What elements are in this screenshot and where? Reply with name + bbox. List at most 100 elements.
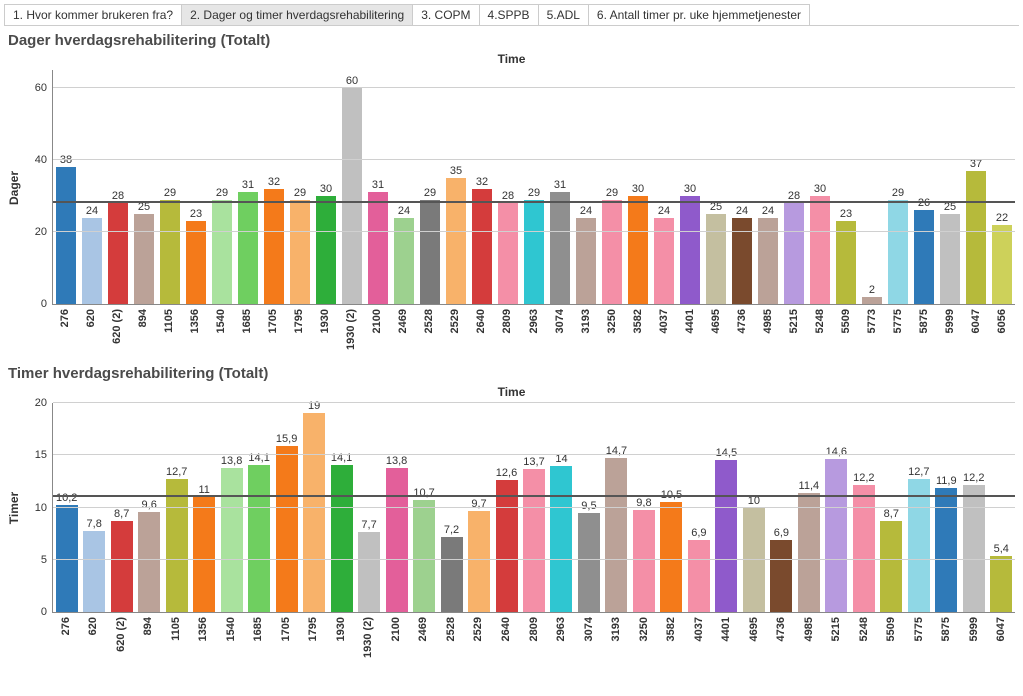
bar-value-label: 24 xyxy=(762,205,774,218)
bar[interactable]: 29 xyxy=(602,200,623,304)
bar[interactable]: 31 xyxy=(238,192,259,304)
bar[interactable]: 19 xyxy=(303,413,325,612)
x-tick-label: 4736 xyxy=(736,309,748,333)
y-tick-label: 5 xyxy=(41,554,53,566)
x-tick-label: 3193 xyxy=(580,309,592,333)
bar[interactable]: 23 xyxy=(836,221,857,304)
bar[interactable]: 12,6 xyxy=(496,480,518,612)
tab-1[interactable]: 2. Dager og timer hverdagsrehabilitering xyxy=(181,4,413,25)
bar[interactable]: 32 xyxy=(264,189,285,304)
bar[interactable]: 28 xyxy=(784,203,805,304)
bar[interactable]: 14,5 xyxy=(715,460,737,612)
tab-0[interactable]: 1. Hvor kommer brukeren fra? xyxy=(4,4,182,25)
bar[interactable]: 28 xyxy=(498,203,519,304)
bar[interactable]: 7,2 xyxy=(441,537,463,612)
bar[interactable]: 32 xyxy=(472,189,493,304)
bar[interactable]: 12,7 xyxy=(908,479,930,612)
bar-value-label: 12,2 xyxy=(963,472,984,485)
bar[interactable]: 13,8 xyxy=(386,468,408,612)
tab-5[interactable]: 6. Antall timer pr. uke hjemmetjenester xyxy=(588,4,810,25)
bar[interactable]: 30 xyxy=(628,196,649,304)
bar[interactable]: 12,2 xyxy=(963,485,985,612)
bar-value-label: 31 xyxy=(372,179,384,192)
y-tick-label: 0 xyxy=(41,606,53,618)
bar[interactable]: 26 xyxy=(914,210,935,304)
x-tick-label: 5509 xyxy=(840,309,852,333)
x-tick-label: 4401 xyxy=(684,309,696,333)
bar[interactable]: 6,9 xyxy=(688,540,710,612)
bar[interactable]: 7,7 xyxy=(358,532,380,612)
bar[interactable]: 25 xyxy=(706,214,727,304)
bar[interactable]: 14,1 xyxy=(248,465,270,612)
bar[interactable]: 13,8 xyxy=(221,468,243,612)
bar-value-label: 30 xyxy=(320,183,332,196)
bar[interactable]: 38 xyxy=(56,167,77,304)
bar[interactable]: 7,8 xyxy=(83,531,105,613)
bar[interactable]: 9,8 xyxy=(633,510,655,612)
bar[interactable]: 14,6 xyxy=(825,459,847,612)
bar[interactable]: 31 xyxy=(368,192,389,304)
bar[interactable]: 8,7 xyxy=(111,521,133,612)
bar[interactable]: 30 xyxy=(680,196,701,304)
bar[interactable]: 9,7 xyxy=(468,511,490,612)
x-tick-label: 1795 xyxy=(307,617,319,641)
x-tick-label: 2963 xyxy=(555,617,567,641)
gridline xyxy=(53,559,1015,560)
bar[interactable]: 29 xyxy=(160,200,181,304)
bar[interactable]: 11 xyxy=(193,497,215,612)
bar[interactable]: 12,7 xyxy=(166,479,188,612)
bar[interactable]: 29 xyxy=(420,200,441,304)
bar[interactable]: 11,4 xyxy=(798,493,820,612)
bar[interactable]: 9,6 xyxy=(138,512,160,612)
bar-value-label: 24 xyxy=(398,205,410,218)
bar[interactable]: 28 xyxy=(108,203,129,304)
bar[interactable]: 10,7 xyxy=(413,500,435,612)
bar[interactable]: 25 xyxy=(134,214,155,304)
x-tick-label: 5875 xyxy=(940,617,952,641)
bar[interactable]: 29 xyxy=(888,200,909,304)
bar[interactable]: 5,4 xyxy=(990,556,1012,612)
bar[interactable]: 10 xyxy=(743,508,765,613)
x-tick-label: 2100 xyxy=(371,309,383,333)
x-tick-label: 1930 (2) xyxy=(362,617,374,658)
bar[interactable]: 31 xyxy=(550,192,571,304)
bar[interactable]: 10,5 xyxy=(660,502,682,612)
tab-3[interactable]: 4.SPPB xyxy=(479,4,539,25)
bar-value-label: 29 xyxy=(294,187,306,200)
tab-4[interactable]: 5.ADL xyxy=(538,4,589,25)
bar[interactable]: 29 xyxy=(212,200,233,304)
x-tick-label: 620 (2) xyxy=(111,309,123,344)
tab-2[interactable]: 3. COPM xyxy=(412,4,479,25)
bar[interactable]: 37 xyxy=(966,171,987,304)
bar[interactable]: 60 xyxy=(342,88,363,304)
bar[interactable]: 35 xyxy=(446,178,467,304)
bar[interactable]: 14 xyxy=(550,466,572,612)
bar[interactable]: 25 xyxy=(940,214,961,304)
x-tick-label: 5215 xyxy=(788,309,800,333)
x-tick-label: 2528 xyxy=(445,617,457,641)
chart2-y-axis-title: Timer xyxy=(7,492,21,524)
bar[interactable]: 13,7 xyxy=(523,469,545,612)
bar[interactable]: 9,5 xyxy=(578,513,600,612)
bar[interactable]: 29 xyxy=(290,200,311,304)
bar[interactable]: 14,7 xyxy=(605,458,627,612)
bar-value-label: 24 xyxy=(658,205,670,218)
chart1-bars: 3824282529232931322930603124293532282931… xyxy=(53,70,1015,304)
bar[interactable]: 23 xyxy=(186,221,207,304)
x-tick-label: 5773 xyxy=(866,309,878,333)
bar-value-label: 13,7 xyxy=(523,456,544,469)
bar[interactable]: 30 xyxy=(316,196,337,304)
bar[interactable]: 12,2 xyxy=(853,485,875,612)
bar[interactable]: 2 xyxy=(862,297,883,304)
x-tick-label: 1105 xyxy=(170,617,182,641)
bar[interactable]: 22 xyxy=(992,225,1013,304)
x-tick-label: 2528 xyxy=(423,309,435,333)
bar[interactable]: 14,1 xyxy=(331,465,353,612)
bar[interactable]: 30 xyxy=(810,196,831,304)
bar[interactable]: 8,7 xyxy=(880,521,902,612)
bar-value-label: 12,7 xyxy=(908,466,929,479)
bar[interactable]: 15,9 xyxy=(276,446,298,612)
bar[interactable]: 29 xyxy=(524,200,545,304)
bar[interactable]: 6,9 xyxy=(770,540,792,612)
x-tick-label: 3582 xyxy=(632,309,644,333)
